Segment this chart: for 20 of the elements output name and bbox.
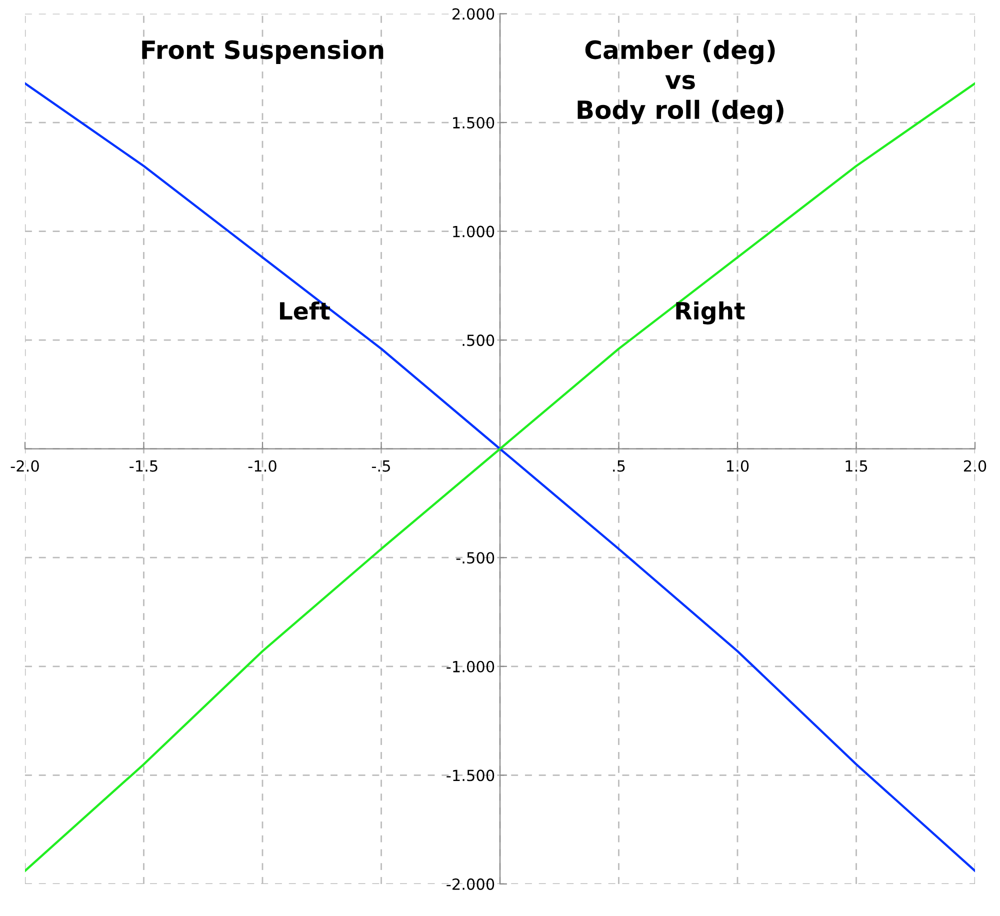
x-tick-label: 1.5 bbox=[846, 460, 868, 472]
y-tick-label: 2.000 bbox=[452, 8, 494, 20]
y-tick-label: -2.000 bbox=[446, 878, 494, 890]
x-tick-label: -.5 bbox=[372, 460, 390, 472]
x-tick-label: 1.0 bbox=[727, 460, 749, 472]
x-tick-label: -1.5 bbox=[130, 460, 158, 472]
x-tick-label: -2.0 bbox=[10, 460, 39, 472]
annotation: Front Suspension bbox=[142, 40, 384, 64]
y-tick-label: .500 bbox=[462, 334, 494, 346]
y-tick-label: 1.500 bbox=[453, 116, 494, 129]
text: Camber (deg) vs Body roll (deg) bbox=[578, 40, 784, 124]
x-tick-label: -1.0 bbox=[248, 460, 276, 472]
series-label: Left bbox=[280, 302, 330, 320]
y-tick-label: -1.500 bbox=[446, 770, 494, 782]
x-tick-label: .5 bbox=[613, 460, 625, 472]
series-label: Right bbox=[676, 301, 745, 324]
y-tick-label: -.500 bbox=[456, 552, 494, 564]
y-tick-label: 1.000 bbox=[453, 226, 494, 238]
x-tick-label: 2.0 bbox=[964, 460, 986, 472]
y-tick-label: -1.000 bbox=[446, 660, 494, 672]
